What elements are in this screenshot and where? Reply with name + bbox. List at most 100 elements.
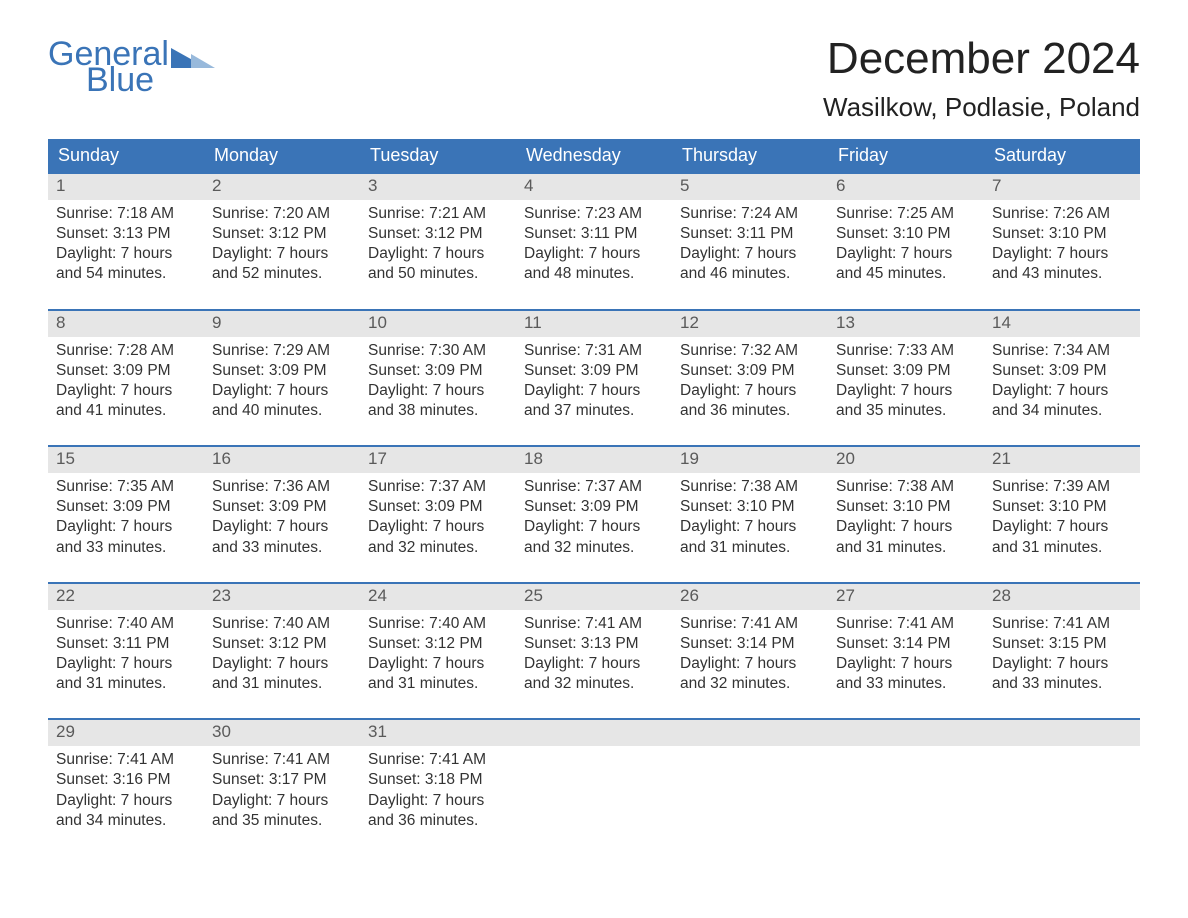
dow-thursday: Thursday	[672, 139, 828, 174]
sunrise-text: Sunrise: 7:29 AM	[212, 341, 352, 361]
day-cell: 26Sunrise: 7:41 AMSunset: 3:14 PMDayligh…	[672, 584, 828, 703]
day-number: 15	[48, 447, 204, 473]
daylight-line1: Daylight: 7 hours	[992, 654, 1132, 674]
day-number: 13	[828, 311, 984, 337]
day-number: 10	[360, 311, 516, 337]
daylight-line1: Daylight: 7 hours	[992, 517, 1132, 537]
day-body	[984, 746, 1140, 836]
week-row: 8Sunrise: 7:28 AMSunset: 3:09 PMDaylight…	[48, 309, 1140, 430]
day-number: 4	[516, 174, 672, 200]
day-body: Sunrise: 7:18 AMSunset: 3:13 PMDaylight:…	[48, 200, 204, 293]
day-cell: 1Sunrise: 7:18 AMSunset: 3:13 PMDaylight…	[48, 174, 204, 293]
sunset-text: Sunset: 3:15 PM	[992, 634, 1132, 654]
day-cell: 3Sunrise: 7:21 AMSunset: 3:12 PMDaylight…	[360, 174, 516, 293]
daylight-line2: and 37 minutes.	[524, 401, 664, 421]
sunset-text: Sunset: 3:09 PM	[368, 497, 508, 517]
daylight-line1: Daylight: 7 hours	[56, 381, 196, 401]
day-body: Sunrise: 7:40 AMSunset: 3:11 PMDaylight:…	[48, 610, 204, 703]
sunset-text: Sunset: 3:12 PM	[212, 224, 352, 244]
daylight-line2: and 35 minutes.	[836, 401, 976, 421]
sunrise-text: Sunrise: 7:38 AM	[680, 477, 820, 497]
day-number: 28	[984, 584, 1140, 610]
daylight-line1: Daylight: 7 hours	[836, 244, 976, 264]
day-number: 25	[516, 584, 672, 610]
daylight-line2: and 34 minutes.	[56, 811, 196, 831]
sunset-text: Sunset: 3:13 PM	[56, 224, 196, 244]
sunrise-text: Sunrise: 7:31 AM	[524, 341, 664, 361]
title-block: December 2024 Wasilkow, Podlasie, Poland	[823, 30, 1140, 135]
day-number	[672, 720, 828, 746]
day-number: 22	[48, 584, 204, 610]
day-number: 23	[204, 584, 360, 610]
day-body: Sunrise: 7:37 AMSunset: 3:09 PMDaylight:…	[516, 473, 672, 566]
sunrise-text: Sunrise: 7:38 AM	[836, 477, 976, 497]
dow-monday: Monday	[204, 139, 360, 174]
day-cell: 22Sunrise: 7:40 AMSunset: 3:11 PMDayligh…	[48, 584, 204, 703]
day-number: 7	[984, 174, 1140, 200]
sunset-text: Sunset: 3:10 PM	[836, 224, 976, 244]
day-cell: 4Sunrise: 7:23 AMSunset: 3:11 PMDaylight…	[516, 174, 672, 293]
day-body: Sunrise: 7:41 AMSunset: 3:14 PMDaylight:…	[672, 610, 828, 703]
day-cell: 5Sunrise: 7:24 AMSunset: 3:11 PMDaylight…	[672, 174, 828, 293]
week-row: 22Sunrise: 7:40 AMSunset: 3:11 PMDayligh…	[48, 582, 1140, 703]
daylight-line1: Daylight: 7 hours	[368, 517, 508, 537]
day-cell: 31Sunrise: 7:41 AMSunset: 3:18 PMDayligh…	[360, 720, 516, 839]
day-cell: 15Sunrise: 7:35 AMSunset: 3:09 PMDayligh…	[48, 447, 204, 566]
day-number	[984, 720, 1140, 746]
daylight-line1: Daylight: 7 hours	[680, 654, 820, 674]
daylight-line1: Daylight: 7 hours	[368, 244, 508, 264]
day-cell: 8Sunrise: 7:28 AMSunset: 3:09 PMDaylight…	[48, 311, 204, 430]
day-body: Sunrise: 7:37 AMSunset: 3:09 PMDaylight:…	[360, 473, 516, 566]
dow-wednesday: Wednesday	[516, 139, 672, 174]
flag-icon	[171, 42, 215, 74]
daylight-line1: Daylight: 7 hours	[524, 654, 664, 674]
day-cell: 17Sunrise: 7:37 AMSunset: 3:09 PMDayligh…	[360, 447, 516, 566]
dow-saturday: Saturday	[984, 139, 1140, 174]
day-empty	[516, 720, 672, 839]
sunrise-text: Sunrise: 7:41 AM	[680, 614, 820, 634]
sunset-text: Sunset: 3:16 PM	[56, 770, 196, 790]
daylight-line1: Daylight: 7 hours	[836, 654, 976, 674]
day-number: 30	[204, 720, 360, 746]
sunset-text: Sunset: 3:09 PM	[524, 361, 664, 381]
sunset-text: Sunset: 3:11 PM	[680, 224, 820, 244]
day-number: 27	[828, 584, 984, 610]
dow-friday: Friday	[828, 139, 984, 174]
sunrise-text: Sunrise: 7:40 AM	[368, 614, 508, 634]
day-cell: 11Sunrise: 7:31 AMSunset: 3:09 PMDayligh…	[516, 311, 672, 430]
day-cell: 27Sunrise: 7:41 AMSunset: 3:14 PMDayligh…	[828, 584, 984, 703]
day-body	[672, 746, 828, 836]
sunset-text: Sunset: 3:09 PM	[212, 361, 352, 381]
daylight-line1: Daylight: 7 hours	[992, 381, 1132, 401]
sunrise-text: Sunrise: 7:20 AM	[212, 204, 352, 224]
day-body: Sunrise: 7:33 AMSunset: 3:09 PMDaylight:…	[828, 337, 984, 430]
sunset-text: Sunset: 3:12 PM	[212, 634, 352, 654]
sunset-text: Sunset: 3:11 PM	[524, 224, 664, 244]
day-number: 2	[204, 174, 360, 200]
day-cell: 9Sunrise: 7:29 AMSunset: 3:09 PMDaylight…	[204, 311, 360, 430]
daylight-line1: Daylight: 7 hours	[524, 381, 664, 401]
day-body: Sunrise: 7:28 AMSunset: 3:09 PMDaylight:…	[48, 337, 204, 430]
sunrise-text: Sunrise: 7:41 AM	[368, 750, 508, 770]
daylight-line2: and 40 minutes.	[212, 401, 352, 421]
sunset-text: Sunset: 3:09 PM	[56, 361, 196, 381]
sunset-text: Sunset: 3:14 PM	[836, 634, 976, 654]
sunrise-text: Sunrise: 7:30 AM	[368, 341, 508, 361]
day-cell: 25Sunrise: 7:41 AMSunset: 3:13 PMDayligh…	[516, 584, 672, 703]
day-number: 12	[672, 311, 828, 337]
sunrise-text: Sunrise: 7:41 AM	[56, 750, 196, 770]
daylight-line1: Daylight: 7 hours	[836, 517, 976, 537]
sunrise-text: Sunrise: 7:36 AM	[212, 477, 352, 497]
sunset-text: Sunset: 3:09 PM	[368, 361, 508, 381]
sunrise-text: Sunrise: 7:41 AM	[212, 750, 352, 770]
daylight-line2: and 36 minutes.	[368, 811, 508, 831]
daylight-line2: and 52 minutes.	[212, 264, 352, 284]
daylight-line1: Daylight: 7 hours	[56, 244, 196, 264]
page: General Blue December 2024 Wasilkow, Pod…	[0, 0, 1188, 918]
sunset-text: Sunset: 3:13 PM	[524, 634, 664, 654]
day-body: Sunrise: 7:20 AMSunset: 3:12 PMDaylight:…	[204, 200, 360, 293]
sunset-text: Sunset: 3:18 PM	[368, 770, 508, 790]
sunset-text: Sunset: 3:09 PM	[992, 361, 1132, 381]
daylight-line2: and 45 minutes.	[836, 264, 976, 284]
daylight-line2: and 31 minutes.	[992, 538, 1132, 558]
